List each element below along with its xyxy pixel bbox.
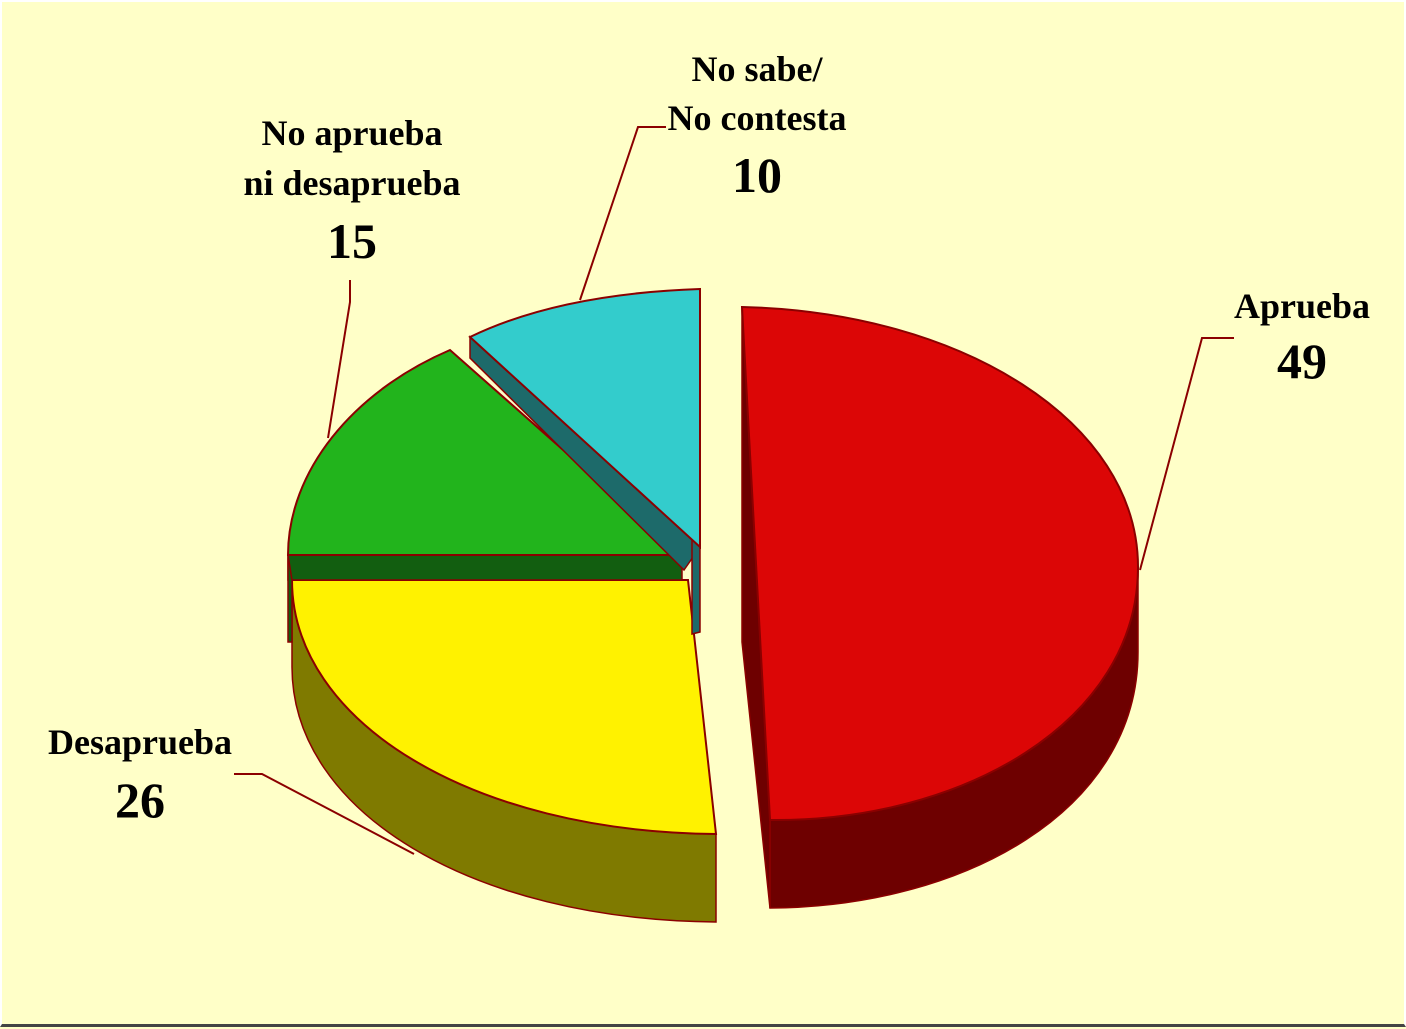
label-no-aprueba-line1: No aprueba bbox=[261, 113, 442, 153]
slice-no-aprueba-side bbox=[287, 554, 683, 581]
slice-no-aprueba-ni-desaprueba bbox=[286, 348, 685, 643]
slice-no-sabe-no-contesta bbox=[468, 287, 701, 635]
leader-line-no-aprueba bbox=[327, 280, 351, 439]
label-no-sabe-line2: No contesta bbox=[668, 98, 847, 138]
leader-line-no-sabe bbox=[579, 126, 666, 301]
leader-line-desaprueba bbox=[234, 773, 415, 855]
label-no-sabe-value: 10 bbox=[732, 147, 782, 203]
label-no-aprueba-line2: ni desaprueba bbox=[243, 163, 460, 203]
label-aprueba-value: 49 bbox=[1277, 333, 1327, 389]
label-no-aprueba-value: 15 bbox=[327, 213, 377, 269]
slice-desaprueba-top bbox=[290, 579, 718, 836]
label-desaprueba-value: 26 bbox=[115, 772, 165, 828]
label-desaprueba-name: Desaprueba bbox=[48, 722, 232, 762]
slice-aprueba bbox=[740, 305, 1140, 909]
slice-no-sabe-top bbox=[468, 287, 701, 550]
slice-desaprueba bbox=[290, 579, 718, 923]
label-no-sabe-line1: No sabe/ bbox=[691, 49, 823, 89]
slice-no-aprueba-top bbox=[286, 348, 685, 556]
label-aprueba-name: Aprueba bbox=[1234, 286, 1370, 326]
slice-no-aprueba-left bbox=[287, 554, 293, 643]
slice-aprueba-top bbox=[740, 305, 1140, 822]
leader-line-aprueba bbox=[1139, 337, 1234, 571]
